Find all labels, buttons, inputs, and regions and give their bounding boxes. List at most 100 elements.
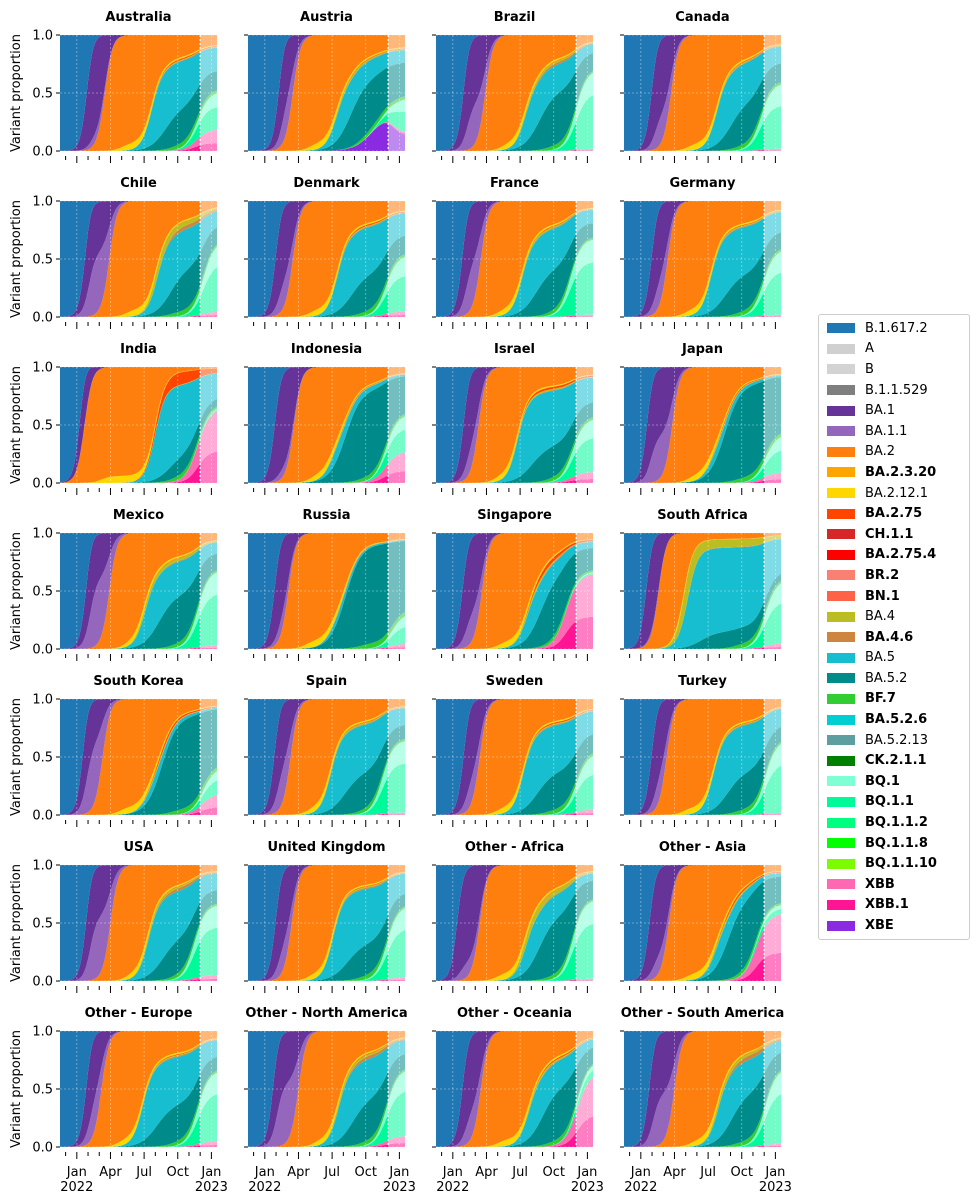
area-bq-1-1 bbox=[248, 276, 405, 317]
area-xbb-1 bbox=[624, 814, 781, 815]
forecast-overlay bbox=[576, 865, 593, 981]
panel-chile: Chile 0.0 0.5 1.0 Variant proportion bbox=[9, 176, 217, 329]
area-b-1-617-2 bbox=[60, 865, 217, 981]
area-bq-1-1 bbox=[624, 272, 781, 317]
area-ba-1-1 bbox=[436, 35, 593, 151]
x-tick-label: Jan bbox=[254, 1165, 275, 1180]
x-tick-label: Jan bbox=[630, 1165, 651, 1180]
y-tick-label: 0.5 bbox=[32, 87, 53, 102]
area-b-1-617-2 bbox=[60, 533, 217, 649]
area-ba-5-2 bbox=[436, 880, 593, 981]
area-ba-5 bbox=[248, 213, 405, 317]
legend-swatch bbox=[827, 529, 855, 540]
area-ba-5-2 bbox=[436, 1047, 593, 1147]
area-ba-5 bbox=[624, 873, 781, 981]
forecast-overlay bbox=[200, 35, 217, 151]
legend-label: BF.7 bbox=[865, 691, 896, 707]
area-xbb-1 bbox=[60, 143, 217, 151]
area-ba-1-1 bbox=[60, 699, 217, 815]
area-ba-5-2 bbox=[60, 709, 217, 815]
area-ba-5 bbox=[436, 1039, 593, 1147]
area-b-1-617-2 bbox=[436, 1031, 593, 1147]
panel-title: Spain bbox=[306, 674, 347, 689]
area-ba-5-2 bbox=[60, 227, 217, 317]
area-ba-2 bbox=[248, 201, 405, 317]
area-xbb-1 bbox=[624, 952, 781, 981]
area-xbb-1 bbox=[60, 451, 217, 483]
legend-swatch bbox=[827, 385, 855, 396]
area-b-1-617-2 bbox=[60, 699, 217, 815]
area-ba-1-1 bbox=[624, 367, 781, 483]
x-tick-label: 2022 bbox=[436, 1180, 469, 1195]
legend-item: BR.2 bbox=[819, 565, 969, 586]
area-b-1-617-2 bbox=[248, 533, 405, 649]
area-ba-5-2 bbox=[624, 1052, 781, 1147]
area-bq-1-1 bbox=[248, 930, 405, 981]
panel-title: Indonesia bbox=[291, 342, 362, 357]
area-xbb-1 bbox=[436, 813, 593, 815]
area-ba-5-2 bbox=[248, 235, 405, 317]
area-xbb-1 bbox=[624, 1145, 781, 1147]
area-ba-1-1 bbox=[248, 865, 405, 981]
area-ba-2 bbox=[624, 201, 781, 317]
area-xbb-1 bbox=[436, 316, 593, 317]
x-tick-label: 2023 bbox=[759, 1180, 792, 1195]
y-tick-label: 0.5 bbox=[32, 751, 53, 766]
area-b-1-617-2 bbox=[60, 1031, 217, 1147]
legend-swatch bbox=[827, 879, 855, 890]
legend-item: BA.2.12.1 bbox=[819, 483, 969, 504]
area-xbb-1 bbox=[436, 479, 593, 483]
area-ba-1-1 bbox=[248, 201, 405, 317]
area-ba-1 bbox=[624, 367, 781, 483]
area-ba-2 bbox=[436, 865, 593, 981]
y-tick-label: 1.0 bbox=[32, 195, 53, 210]
legend-swatch bbox=[827, 488, 855, 499]
forecast-overlay bbox=[764, 367, 781, 483]
area-ba-5-2 bbox=[624, 726, 781, 815]
area-xbb-1 bbox=[248, 471, 405, 483]
area-b-1-617-2 bbox=[60, 367, 217, 483]
x-tick-label: Oct bbox=[355, 1165, 377, 1180]
area-ba-1 bbox=[436, 35, 593, 151]
legend-item: BA.2.3.20 bbox=[819, 462, 969, 483]
area-ba-2-12-1 bbox=[60, 540, 217, 649]
area-ba-2 bbox=[624, 35, 781, 151]
panel-israel: Israel bbox=[432, 342, 593, 495]
area-bf-7 bbox=[248, 96, 405, 151]
area-bq-1-1 bbox=[624, 1094, 781, 1147]
panel-title: Singapore bbox=[477, 508, 552, 523]
panel-title: South Korea bbox=[93, 674, 183, 689]
legend-label: BN.1 bbox=[865, 588, 900, 604]
area-ba-1 bbox=[248, 201, 405, 317]
area-ba-2 bbox=[436, 533, 593, 649]
x-tick-label: Oct bbox=[167, 1165, 189, 1180]
area-ba-2 bbox=[60, 699, 217, 815]
area-xbb-1 bbox=[60, 1145, 217, 1147]
area-ba-1 bbox=[436, 865, 593, 981]
forecast-overlay bbox=[764, 865, 781, 981]
legend-swatch bbox=[827, 838, 855, 849]
area-ba-2 bbox=[436, 201, 593, 317]
area-ba-1 bbox=[60, 533, 217, 649]
legend-swatch bbox=[827, 817, 855, 828]
area-ba-1 bbox=[248, 35, 405, 151]
area-ba-2-12-1 bbox=[436, 208, 593, 317]
area-ba-1-1 bbox=[60, 865, 217, 981]
x-tick-label: 2023 bbox=[571, 1180, 604, 1195]
legend-swatch bbox=[827, 735, 855, 746]
panel-turkey: Turkey bbox=[620, 674, 781, 827]
panel-title: Israel bbox=[494, 342, 535, 357]
legend-item: BA.5 bbox=[819, 648, 969, 669]
panel-other-africa: Other - Africa bbox=[432, 840, 593, 993]
area-ba-1-1 bbox=[624, 1031, 781, 1147]
forecast-overlay bbox=[388, 533, 405, 649]
chart-legend: B.1.617.2 A B B.1.1.529 BA.1 BA.1.1 BA.2 BA.2.3… bbox=[818, 314, 970, 940]
legend-swatch bbox=[827, 858, 855, 869]
area-ba-2 bbox=[436, 35, 593, 151]
area-ba-5 bbox=[248, 708, 405, 815]
area-ba-2 bbox=[248, 367, 405, 483]
legend-label: BA.2 bbox=[865, 444, 895, 460]
area-ba-1-1 bbox=[436, 865, 593, 981]
area-ba-1 bbox=[60, 699, 217, 815]
y-tick-label: 0.5 bbox=[32, 419, 53, 434]
